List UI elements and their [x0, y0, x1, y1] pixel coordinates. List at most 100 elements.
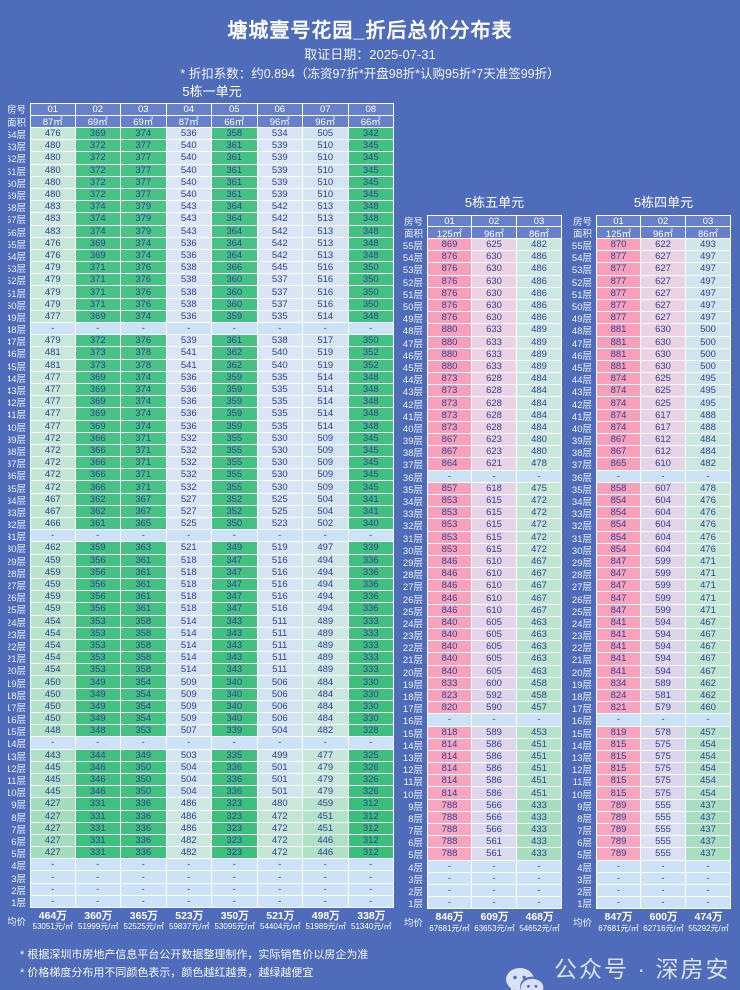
floor-label: 60层 — [8, 178, 26, 189]
price-cell: 454 — [30, 627, 76, 640]
price-cell: 353 — [75, 639, 121, 653]
price-cell: 377 — [121, 152, 167, 165]
floor-label: 38层 — [402, 448, 423, 459]
floor-label: 35层 — [571, 484, 592, 495]
area-cell: 125㎡ — [427, 227, 472, 239]
price-cell: 502 — [303, 518, 349, 531]
price-cell: 312 — [348, 810, 394, 823]
price-cell: 537 — [257, 286, 303, 299]
price-cell: 340 — [212, 700, 258, 713]
price-cell: 877 — [596, 299, 641, 313]
price-cell: - — [75, 530, 121, 543]
price-cell: 350 — [121, 773, 167, 787]
price-cell: 451 — [517, 787, 562, 800]
price-cell: 542 — [257, 225, 303, 238]
price-cell: 523 — [257, 518, 303, 531]
floor-label: 40层 — [402, 423, 423, 434]
price-cell: 814 — [427, 750, 472, 764]
floor-label: 4层 — [408, 862, 423, 873]
price-cell: 504 — [166, 786, 212, 799]
price-cell: 333 — [348, 639, 394, 653]
room-no-cell: 06 — [257, 103, 303, 116]
price-cell: 362 — [75, 493, 121, 506]
price-cell: 353 — [75, 627, 121, 640]
price-cell: 789 — [596, 799, 641, 812]
price-cell: 530 — [257, 444, 303, 458]
price-cell: 323 — [212, 834, 258, 848]
price-cell: 451 — [303, 810, 349, 823]
price-cell: 514 — [166, 615, 212, 628]
price-cell: 555 — [641, 799, 686, 812]
price-cell: 331 — [75, 798, 121, 811]
price-cell: 489 — [517, 360, 562, 374]
price-cell: 592 — [472, 689, 517, 703]
price-cell: 323 — [212, 810, 258, 823]
price-cell: 362 — [212, 347, 258, 360]
price-cell: 876 — [427, 299, 472, 313]
floor-label: 24层 — [8, 617, 26, 628]
price-cell: 454 — [686, 763, 731, 776]
price-cell: 506 — [257, 688, 303, 701]
price-cell: 521 — [166, 542, 212, 555]
price-cell: - — [348, 323, 394, 336]
price-cell: 427 — [30, 810, 76, 823]
price-cell: - — [596, 470, 641, 483]
price-cell: 480 — [30, 140, 76, 153]
floor-label: 46层 — [402, 350, 423, 361]
price-cell: 495 — [686, 385, 731, 398]
price-cell: 604 — [641, 519, 686, 532]
price-cell: - — [472, 872, 517, 885]
price-cell: 348 — [348, 408, 394, 421]
price-cell: 480 — [30, 164, 76, 177]
price-cell: 454 — [686, 787, 731, 800]
price-cell: 541 — [166, 359, 212, 372]
price-cell: 348 — [75, 725, 121, 738]
price-cell: 484 — [303, 713, 349, 726]
floor-label: 12层 — [8, 763, 26, 774]
price-cell: 877 — [596, 287, 641, 300]
price-cell: 369 — [75, 371, 121, 384]
price-cell: 630 — [472, 287, 517, 300]
price-cell: 540 — [166, 152, 212, 165]
room-no-cell: 02 — [641, 215, 686, 227]
price-cell: 789 — [596, 836, 641, 849]
price-cell: 336 — [212, 786, 258, 799]
floor-label: 16层 — [8, 715, 26, 726]
price-cell: 527 — [166, 493, 212, 506]
price-cell: - — [30, 883, 76, 896]
price-cell: 350 — [121, 761, 167, 774]
price-cell: 535 — [257, 396, 303, 409]
price-cell: 534 — [257, 128, 303, 141]
price-cell: 336 — [121, 798, 167, 811]
price-cell: - — [472, 897, 517, 910]
price-cell: 376 — [121, 286, 167, 299]
price-cell: 352 — [348, 359, 394, 372]
price-cell: 788 — [427, 824, 472, 837]
price-cell: 459 — [30, 603, 76, 616]
price-cell: 472 — [257, 810, 303, 823]
price-cell: 358 — [121, 627, 167, 640]
price-cell: 348 — [348, 371, 394, 384]
floor-label: 27层 — [402, 582, 423, 593]
floor-label: 51层 — [402, 289, 423, 300]
price-cell: 505 — [303, 128, 349, 141]
area-cell: 125㎡ — [596, 227, 641, 239]
price-cell: 516 — [303, 274, 349, 287]
price-cell: 483 — [30, 201, 76, 214]
floor-label: 11层 — [403, 777, 423, 788]
price-cell: - — [121, 737, 167, 750]
price-cell: 377 — [121, 188, 167, 202]
price-cell: 481 — [30, 359, 76, 372]
avg-value-cell: 523万 59837元/㎡ — [169, 909, 210, 932]
price-cell: 535 — [257, 408, 303, 421]
footnote-gradient: * 价格梯度分布用不同颜色表示，颜色越红越贵，越绿越便宜 — [20, 967, 314, 979]
price-cell: - — [517, 714, 562, 727]
price-cell: 330 — [348, 676, 394, 689]
wechat-banner: 公众号 · 深房安居 — [505, 950, 740, 990]
price-cell: 477 — [30, 396, 76, 409]
price-cell: 379 — [121, 225, 167, 238]
price-cell: 876 — [427, 275, 472, 288]
price-cell: 479 — [30, 274, 76, 287]
floor-label: 17层 — [8, 702, 26, 713]
price-cell: 352 — [348, 347, 394, 360]
